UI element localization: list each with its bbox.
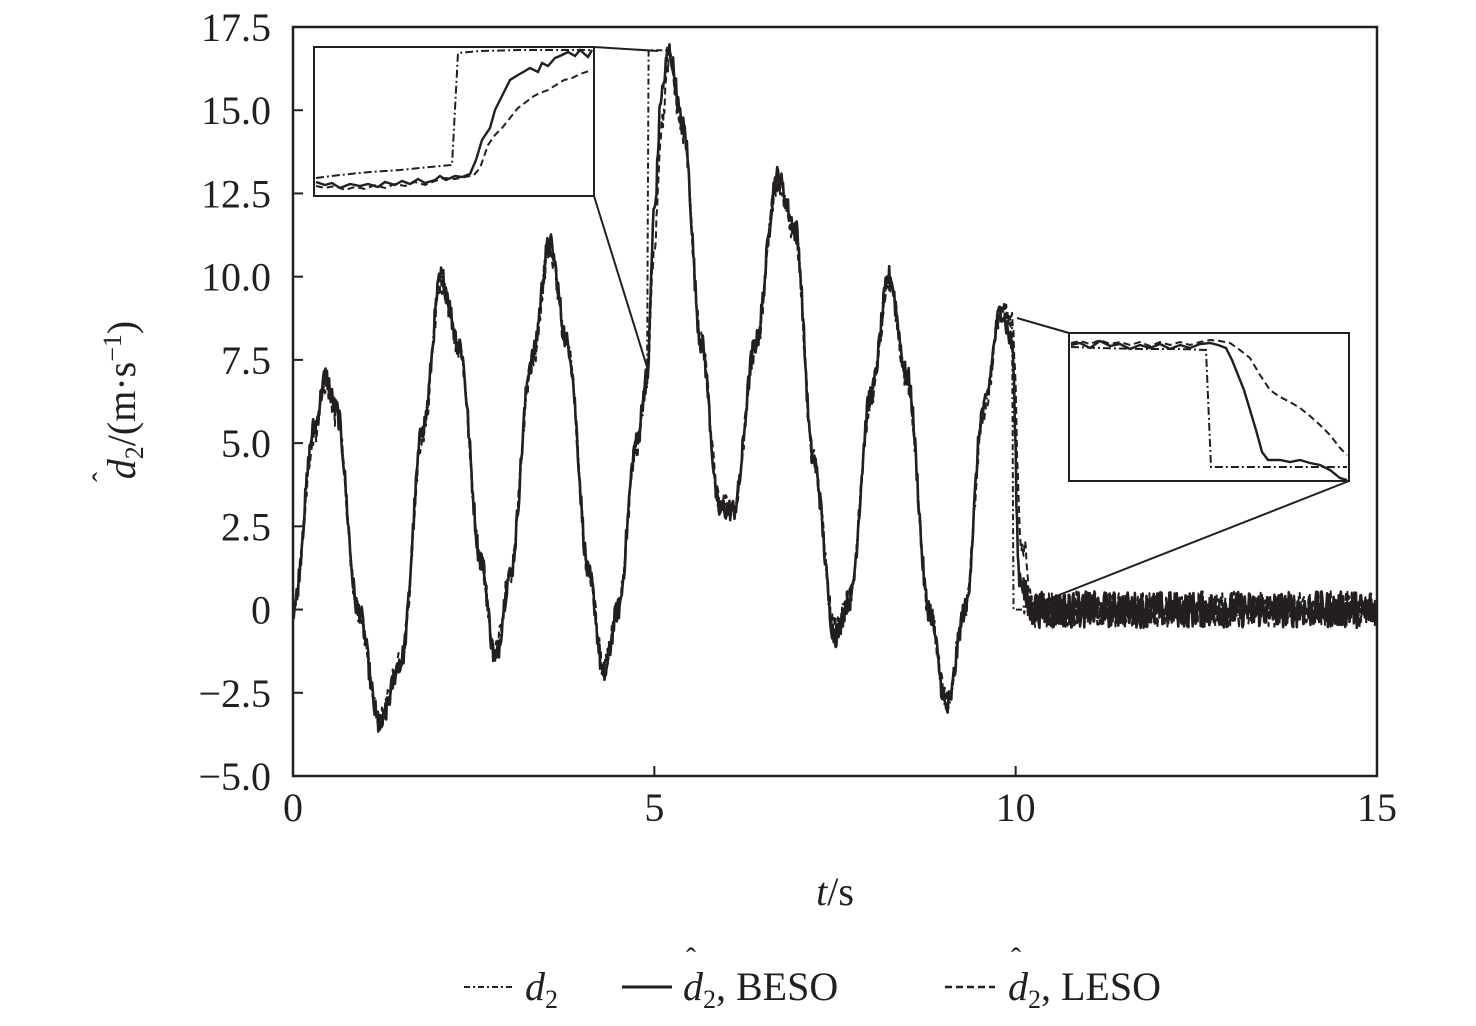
x-tick-label: 15 xyxy=(1357,785,1397,830)
legend-item-d2: d2 xyxy=(464,964,558,1014)
inset-connector-top xyxy=(593,46,659,52)
legend-hat-beso: ˆ xyxy=(686,942,696,975)
y-tick-label: 17.5 xyxy=(201,5,271,50)
y-axis: −5.0 −2.5 0 2.5 5.0 7.5 10.0 12.5 15.0 17.5 xyxy=(198,5,303,799)
y-axis-label-subscript: 2 xyxy=(120,446,149,459)
svg-text:d2, BESO: d2, BESO xyxy=(683,964,838,1014)
x-axis: 0 5 10 15 xyxy=(283,766,1397,830)
x-tick-label: 0 xyxy=(283,785,303,830)
series-line-dashed xyxy=(293,51,1377,731)
y-axis-label: d2/(m·s−1) ˆ xyxy=(87,321,149,482)
legend-label-beso-sub: 2 xyxy=(703,985,716,1014)
inset-drop-leso-line xyxy=(1070,338,1348,456)
y-axis-label-close: ) xyxy=(99,321,144,334)
legend-hat-leso: ˆ xyxy=(1011,942,1021,975)
x-tick-label: 5 xyxy=(644,785,664,830)
y-axis-label-hat: ˆ xyxy=(87,472,120,482)
y-tick-label: 5.0 xyxy=(221,421,271,466)
inset-connector-bottom xyxy=(593,195,649,371)
legend-label-beso-symbol: d xyxy=(683,964,704,1009)
inset-peak-leso-line xyxy=(315,69,593,192)
y-tick-label: −5.0 xyxy=(198,754,271,799)
svg-text:d2/(m·s−1): d2/(m·s−1) xyxy=(98,321,149,479)
legend-label-d2-symbol: d xyxy=(525,964,546,1009)
legend: d2 ˆ d2, BESO ˆ d2, LESO xyxy=(464,942,1161,1014)
inset-drop-beso-line xyxy=(1070,339,1348,482)
y-tick-label: 2.5 xyxy=(221,504,271,549)
y-tick-label: 12.5 xyxy=(201,171,271,216)
y-tick-label: 7.5 xyxy=(221,338,271,383)
y-axis-label-unit: /(m·s xyxy=(99,362,144,446)
legend-label-leso-sub: 2 xyxy=(1028,985,1041,1014)
y-axis-label-superscript: −1 xyxy=(98,334,127,362)
legend-label-leso-symbol: d xyxy=(1008,964,1029,1009)
inset-connector-bottom xyxy=(1030,480,1350,607)
x-tick-label: 10 xyxy=(996,785,1036,830)
series-layer xyxy=(293,43,1377,733)
legend-item-beso: ˆ d2, BESO xyxy=(622,942,838,1014)
svg-text:d2: d2 xyxy=(525,964,558,1014)
inset-drop-d2-line xyxy=(1070,346,1347,468)
legend-label-d2-sub: 2 xyxy=(545,985,558,1014)
inset-connector-top xyxy=(1016,317,1070,334)
y-tick-label: −2.5 xyxy=(198,671,271,716)
inset-peak-beso-line xyxy=(315,48,594,190)
y-tick-label: 10.0 xyxy=(201,255,271,300)
plot-frame xyxy=(291,25,1379,778)
svg-text:d2, LESO: d2, LESO xyxy=(1008,964,1161,1014)
legend-label-leso-rest: , LESO xyxy=(1041,964,1161,1009)
y-axis-label-symbol: d xyxy=(99,458,144,479)
inset-zoom-drop xyxy=(1016,317,1350,607)
y-tick-label: 15.0 xyxy=(201,88,271,133)
legend-label-beso-rest: , BESO xyxy=(716,964,838,1009)
x-axis-label-unit: /s xyxy=(827,869,854,914)
legend-item-leso: ˆ d2, LESO xyxy=(945,942,1161,1014)
y-tick-label: 0 xyxy=(251,588,271,633)
x-axis-label-italic: t xyxy=(816,869,828,914)
inset-peak-d2-line xyxy=(315,49,592,179)
x-axis-label: t/s xyxy=(816,869,854,914)
inset-zoom-peak xyxy=(313,46,659,371)
